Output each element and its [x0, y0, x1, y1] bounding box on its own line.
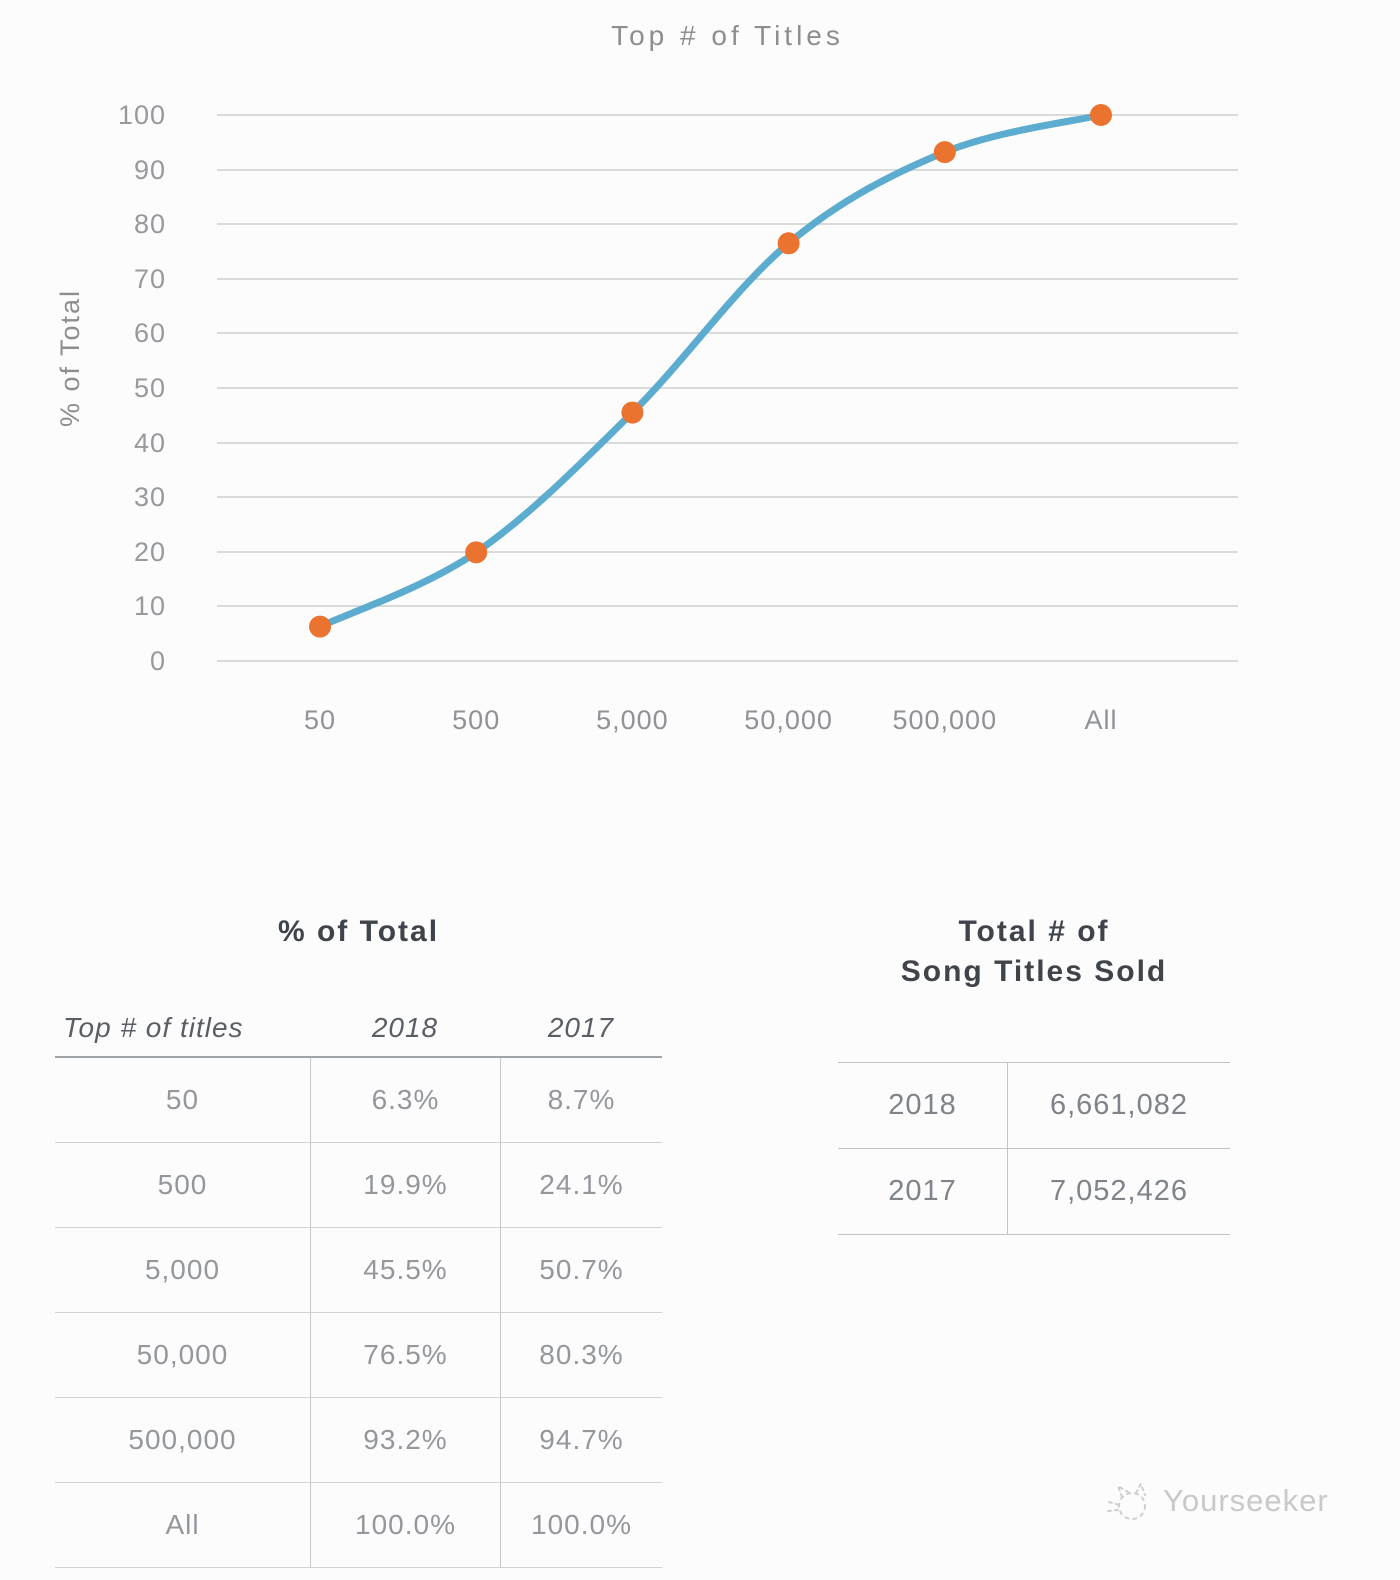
- value-cell-2018: 100.0%: [310, 1483, 500, 1567]
- value-cell-2017: 24.1%: [500, 1143, 662, 1227]
- gridline: [217, 277, 1238, 280]
- column-header: Top # of titles: [63, 1012, 244, 1043]
- y-tick-label: 80: [133, 209, 166, 240]
- cat-doodle-icon: [1105, 1478, 1153, 1524]
- x-tick-label: 500: [452, 705, 501, 735]
- value-cell-2018: 76.5%: [310, 1313, 500, 1397]
- table-body: 2018 6,661,082 2017 7,052,426: [838, 1062, 1230, 1235]
- y-tick-label: 10: [133, 591, 166, 622]
- value-cell-2018: 6.3%: [310, 1058, 500, 1142]
- table-header-row: Top # of titles 2018 2017: [55, 1000, 662, 1056]
- table-body: 50 6.3% 8.7% 500 19.9% 24.1% 5,000 45.5%…: [55, 1056, 662, 1568]
- column-header: 2017: [547, 1012, 615, 1043]
- x-tick-label: All: [1084, 705, 1118, 735]
- row-label-cell: 5,000: [144, 1254, 221, 1285]
- year-cell: 2017: [888, 1175, 957, 1207]
- table-row: 500 19.9% 24.1%: [55, 1143, 662, 1228]
- y-tick-label: 100: [117, 100, 166, 130]
- gridline: [217, 223, 1238, 226]
- y-tick-label: 20: [133, 536, 166, 567]
- gridline: [217, 168, 1238, 171]
- data-point: [777, 232, 800, 255]
- value-cell-2017: 100.0%: [500, 1483, 662, 1567]
- watermark: Yourseeker: [1105, 1478, 1329, 1524]
- table-title: % of Total: [277, 915, 440, 948]
- table-title: Total # of Song Titles Sold: [838, 912, 1230, 992]
- y-tick-label: 60: [133, 318, 166, 349]
- gridline: [217, 114, 1238, 116]
- y-tick-label: 40: [133, 427, 166, 458]
- x-tick-label: 5,000: [596, 705, 669, 735]
- x-tick-label: 500,000: [892, 705, 998, 735]
- gridline: [217, 496, 1238, 499]
- value-cell-2017: 94.7%: [500, 1398, 662, 1482]
- table-title-line1: Total # of: [958, 915, 1110, 948]
- table-row: 2017 7,052,426: [838, 1149, 1230, 1235]
- song-titles-sold-table: Total # of Song Titles Sold 2018 6,661,0…: [838, 912, 1230, 1235]
- table-row: 5,000 45.5% 50.7%: [55, 1228, 662, 1313]
- y-axis-title: % of Total: [55, 288, 85, 428]
- total-cell: 7,052,426: [1007, 1149, 1230, 1234]
- row-label-cell: 500: [157, 1169, 208, 1200]
- series-line: [316, 111, 1105, 631]
- value-cell-2018: 45.5%: [310, 1228, 500, 1312]
- table-row: 2018 6,661,082: [838, 1063, 1230, 1149]
- table-row: 50,000 76.5% 80.3%: [55, 1313, 662, 1398]
- row-label-cell: 50,000: [136, 1339, 229, 1370]
- value-cell-2018: 93.2%: [310, 1398, 500, 1482]
- value-cell-2018: 19.9%: [310, 1143, 500, 1227]
- y-tick-label: 0: [149, 646, 166, 676]
- plot-area: 0 10 20 30 40 50 60 70 80 90 100 50 500 5,000 50,000 50…: [118, 100, 1238, 735]
- row-label-cell: 500,000: [128, 1424, 237, 1455]
- table-row: 500,000 93.2% 94.7%: [55, 1398, 662, 1483]
- table-row: 50 6.3% 8.7%: [55, 1058, 662, 1143]
- gridline: [217, 441, 1238, 444]
- y-tick-label: 50: [133, 373, 166, 403]
- y-tick-label: 90: [133, 154, 166, 185]
- x-tick-label: 50,000: [744, 705, 833, 735]
- chart-title: Top # of Titles: [611, 20, 844, 51]
- data-point: [309, 615, 331, 638]
- gridline: [217, 332, 1238, 335]
- percent-of-total-table: % of Total Top # of titles 2018 2017 50 …: [55, 912, 662, 1568]
- y-tick-label: 70: [133, 263, 166, 294]
- data-point: [465, 541, 488, 564]
- gridline: [217, 605, 1238, 608]
- total-cell: 6,661,082: [1007, 1063, 1230, 1148]
- row-label-cell: All: [165, 1509, 200, 1540]
- gridline: [217, 550, 1238, 553]
- column-header: 2018: [371, 1012, 439, 1043]
- series-plot: [309, 104, 1112, 638]
- value-cell-2017: 80.3%: [500, 1313, 662, 1397]
- row-label-cell: 50: [165, 1084, 200, 1115]
- data-point: [621, 401, 644, 424]
- year-cell: 2018: [888, 1089, 957, 1121]
- watermark-text: Yourseeker: [1163, 1483, 1329, 1518]
- data-point: [1090, 104, 1112, 126]
- data-point: [933, 141, 956, 164]
- table-row: All 100.0% 100.0%: [55, 1483, 662, 1568]
- x-tick-label: 50: [303, 705, 337, 735]
- value-cell-2017: 50.7%: [500, 1228, 662, 1312]
- y-tick-label: 30: [133, 482, 166, 513]
- gridline: [217, 660, 1238, 662]
- value-cell-2017: 8.7%: [500, 1058, 662, 1142]
- gridline: [217, 387, 1238, 389]
- table-title-line2: Song Titles Sold: [900, 955, 1168, 988]
